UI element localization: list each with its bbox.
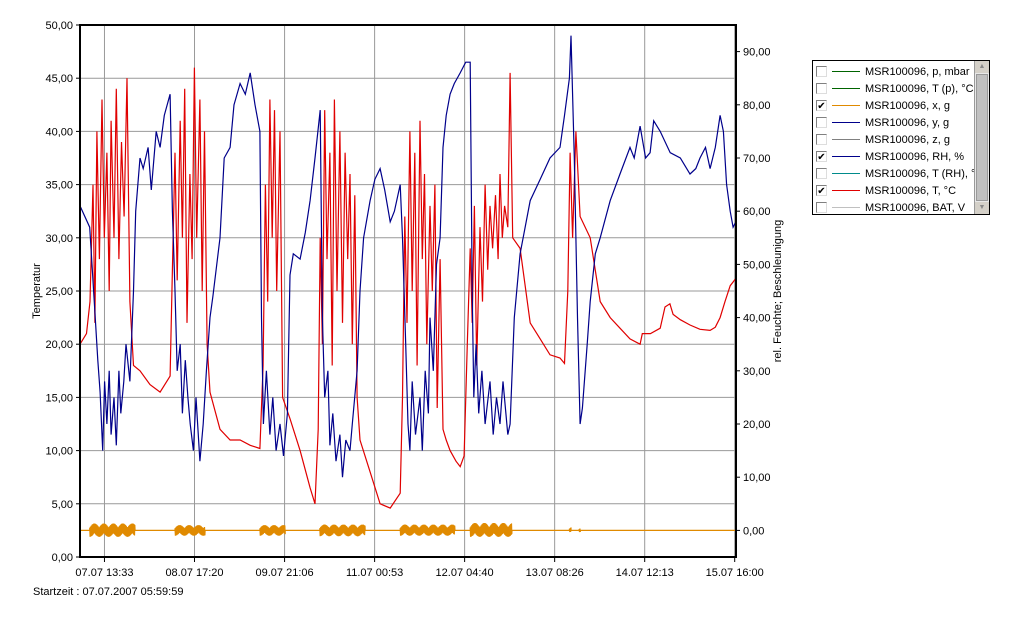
left-tick-label: 50,00 [45,20,73,32]
left-tick-label: 30,00 [45,233,73,245]
legend-swatch [832,207,860,208]
legend-label: MSR100096, BAT, V [865,201,966,214]
scroll-up-icon[interactable]: ▲ [975,61,989,73]
legend-item[interactable]: MSR100096, p, mbar [816,63,970,80]
x-axis: 07.07 13:33 08.07 17:20 09.07 21:06 11.07 0… [75,557,764,579]
left-tick-label: 10,00 [45,446,73,458]
legend-label: MSR100096, x, g [865,99,950,112]
right-axis: 0,00 10,00 20,00 30,00 40,00 50,00 60,00 70,00 8… [736,47,771,537]
x-tick-label: 12.07 04:40 [436,567,494,579]
legend-checkbox[interactable] [816,202,827,213]
scroll-thumb[interactable] [976,74,988,201]
left-axis: 0,00 5,00 10,00 15,00 20,00 25,00 30,00 35,00 40… [45,20,80,564]
x-tick-label: 08.07 17:20 [165,567,223,579]
legend-swatch [832,71,860,72]
x-tick-label: 07.07 13:33 [75,567,133,579]
left-tick-label: 25,00 [45,286,73,298]
legend-swatch [832,139,860,140]
left-tick-label: 45,00 [45,73,73,85]
right-tick-label: 10,00 [743,472,771,484]
series-layer [79,35,737,537]
right-tick-label: 70,00 [743,153,771,165]
legend-item[interactable]: MSR100096, BAT, V [816,199,965,216]
x-tick-label: 14.07 12:13 [616,567,674,579]
right-axis-label: rel. Feuchte; Beschleunigung [772,220,784,362]
legend-swatch [832,105,860,106]
legend-checkbox[interactable]: ✔ [816,151,827,163]
x-tick-label: 11.07 00:53 [346,567,403,579]
series-line-1 [79,35,737,478]
right-tick-label: 40,00 [743,313,771,325]
legend-label: MSR100096, RH, % [865,150,965,163]
legend-item[interactable]: MSR100096, z, g [816,131,950,148]
legend-checkbox[interactable] [816,168,827,179]
scroll-down-icon[interactable]: ▼ [975,202,989,214]
legend-swatch [832,156,860,157]
x-tick-label: 09.07 21:06 [256,567,314,579]
legend-item[interactable]: ✔ MSR100096, x, g [816,97,950,114]
left-tick-label: 35,00 [45,180,73,192]
legend-checkbox[interactable]: ✔ [816,100,827,112]
x-tick-label: 13.07 08:26 [526,567,584,579]
series-line-0 [79,67,737,509]
legend-swatch [832,190,860,191]
right-tick-label: 80,00 [743,100,771,112]
right-tick-label: 20,00 [743,419,771,431]
legend-swatch [832,88,860,89]
legend-checkbox[interactable] [816,134,827,145]
legend-checkbox[interactable] [816,66,827,77]
legend-label: MSR100096, T, °C [865,184,957,197]
legend-item[interactable]: ✔ MSR100096, T, °C [816,182,956,199]
legend-label: MSR100096, z, g [865,133,950,146]
legend-item[interactable]: ✔ MSR100096, RH, % [816,148,964,165]
right-tick-label: 90,00 [743,47,771,59]
legend-checkbox[interactable]: ✔ [816,185,827,197]
series-line-2 [80,522,736,537]
right-tick-label: 50,00 [743,259,771,271]
legend-item[interactable]: MSR100096, T (p), °C [816,80,974,97]
left-axis-label: Temperatur [31,263,43,319]
x-tick-label: 15.07 16:00 [706,567,764,579]
legend-checkbox[interactable] [816,83,827,94]
legend-scrollbar[interactable]: ▲ ▼ [974,61,989,214]
left-tick-label: 40,00 [45,126,73,138]
legend-item[interactable]: MSR100096, T (RH), °C [816,165,983,182]
left-tick-label: 20,00 [45,339,73,351]
left-tick-label: 15,00 [45,392,73,404]
left-tick-label: 5,00 [52,499,73,511]
start-time: Startzeit : 07.07.2007 05:59:59 [33,586,183,598]
legend: MSR100096, p, mbar MSR100096, T (p), °C ✔ M… [812,60,990,215]
right-tick-label: 30,00 [743,366,771,378]
legend-swatch [832,173,860,174]
right-tick-label: 0,00 [743,525,764,537]
legend-label: MSR100096, p, mbar [865,65,970,78]
legend-label: MSR100096, T (p), °C [865,82,974,95]
legend-label: MSR100096, T (RH), °C [865,167,984,180]
legend-checkbox[interactable] [816,117,827,128]
legend-label: MSR100096, y, g [865,116,950,129]
legend-swatch [832,122,860,123]
left-tick-label: 0,00 [52,552,73,564]
legend-item[interactable]: MSR100096, y, g [816,114,949,131]
right-tick-label: 60,00 [743,206,771,218]
